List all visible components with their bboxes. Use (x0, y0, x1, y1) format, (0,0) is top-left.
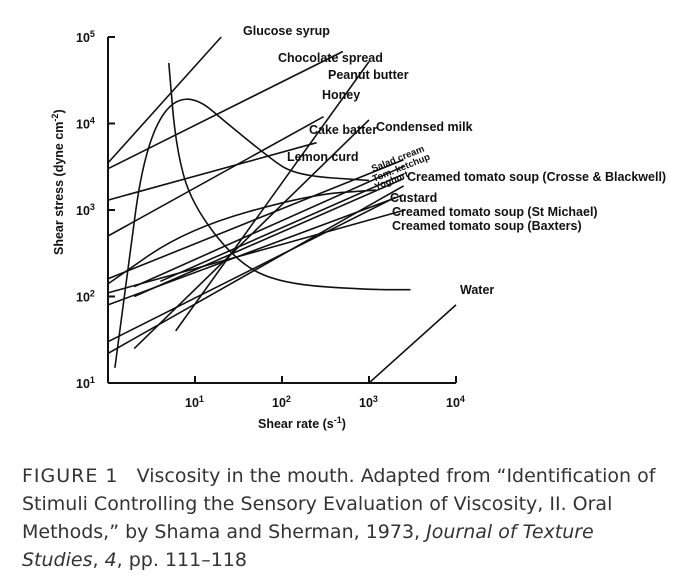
label-glucose-syrup: Glucose syrup (243, 24, 330, 38)
series-line-cake-batter (107, 116, 324, 237)
y-axis-unit-close: ) (52, 109, 66, 113)
y-axis-title: Shear stress (dyne cm-2) (50, 109, 66, 255)
x-tick-label: 102 (272, 394, 291, 410)
caption-journal: Journal of Texture Studies (22, 521, 594, 571)
y-axis-unit-exponent: -2 (50, 114, 60, 122)
y-tick-label: 104 (76, 116, 95, 132)
series-line-unlabeled-17 (107, 196, 396, 343)
label-cb-line: Creamed tomato soup (Crosse & Blackwell) (407, 170, 666, 184)
svg-text:Shear stress (dyne cm-2): Shear stress (dyne cm-2) (50, 109, 66, 255)
series-line-salad-cream (107, 159, 404, 280)
x-axis-unit-exponent: -1 (334, 415, 342, 425)
series-line-tom-ketchup (133, 165, 404, 288)
x-tick-label: 101 (185, 394, 204, 410)
data-series (107, 36, 457, 384)
series-line-honey (175, 61, 370, 332)
caption-text-1: Viscosity in the mouth. Adapted from “Id… (22, 465, 656, 543)
y-tick-label: 102 (76, 289, 95, 305)
y-tick-label: 101 (76, 375, 95, 391)
label-condensed-milk: Condensed milk (376, 120, 473, 134)
y-axis-unit: (dyne cm (52, 122, 66, 177)
series-line-creamed-tomato-soup-st-michael (107, 194, 404, 306)
tick-marks: 101 102 103 104 105 101 102 103 104 (76, 29, 465, 410)
label-cake-batter-line: Cake batter (309, 123, 377, 137)
series-line-creamed-tomato-soup-crosse-blackwell (133, 177, 404, 298)
label-chocolate-spread: Chocolate spread (278, 51, 383, 65)
label-cake-batter: Cake batter (309, 123, 377, 137)
x-axis-unit-close: ) (342, 417, 346, 431)
series-line-unlabeled-16 (107, 189, 376, 285)
x-tick-label: 104 (446, 394, 465, 410)
series-line-lemon-curd (107, 141, 317, 201)
series-line-yoghurt (160, 173, 404, 283)
label-peanut-butter: Peanut butter (328, 68, 409, 82)
series-line-unlabeled-15 (168, 62, 411, 291)
y-tick-label: 105 (76, 29, 95, 45)
series-line-chocolate-spread (107, 50, 344, 170)
x-axis-unit: (s (323, 417, 334, 431)
y-tick-label: 103 (76, 202, 95, 218)
caption-text-2: , (92, 549, 105, 571)
x-tick-label: 103 (359, 394, 378, 410)
y-axis-label: Shear stress (52, 180, 66, 255)
caption-volume: 4 (104, 549, 117, 571)
chart: 101 102 103 104 105 101 102 103 104 Shear stress… (50, 24, 666, 431)
label-creamed-tomato-soup-st-michael: Creamed tomato soup (St Michael) (392, 205, 598, 219)
series-line-glucose-syrup (107, 36, 222, 164)
x-axis-title: Shear rate (s-1) (258, 415, 346, 431)
x-axis-label: Shear rate (258, 417, 319, 431)
series-line-peanut-butter (114, 98, 370, 368)
label-water: Water (460, 283, 494, 297)
svg-text:Shear rate (s-1): Shear rate (s-1) (258, 415, 346, 431)
label-creamed-tomato-soup-baxters: Creamed tomato soup (Baxters) (392, 219, 582, 233)
caption-text-3: , pp. 111–118 (116, 549, 247, 571)
label-honey: Honey (322, 88, 360, 102)
figure-caption: FIGURE 1 Viscosity in the mouth. Adapted… (22, 462, 667, 574)
label-custard: Custard (390, 191, 437, 205)
label-lemon-curd: Lemon curd (287, 150, 359, 164)
figure-label: FIGURE 1 (22, 465, 119, 487)
label-creamed-tomato-soup-cb: Creamed tomato soup (Crosse & Blackwell) (407, 170, 666, 184)
series-line-water (368, 304, 457, 384)
series-labels: Glucose syrup Chocolate spread Peanut bu… (243, 24, 666, 297)
series-line-creamed-tomato-soup-baxters (107, 209, 406, 294)
